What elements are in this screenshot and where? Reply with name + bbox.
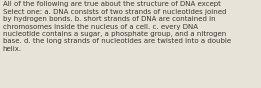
Text: All of the following are true about the structure of DNA except
Select one: a. D: All of the following are true about the … — [3, 1, 231, 52]
